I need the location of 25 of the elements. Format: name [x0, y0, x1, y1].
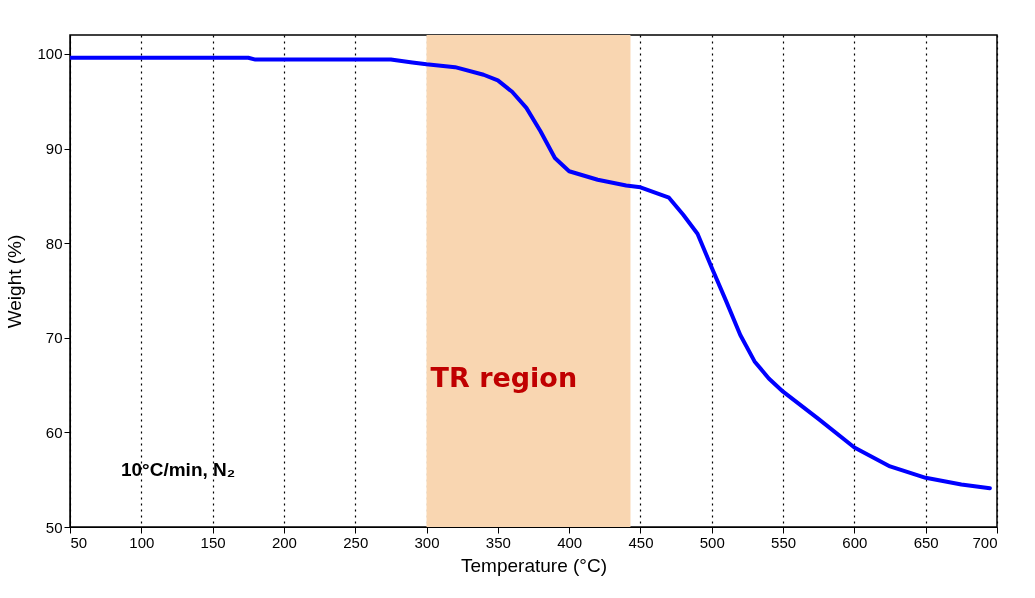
- x-tick-label: 650: [913, 533, 939, 551]
- x-tick-label: 100: [129, 533, 155, 551]
- x-tick-label: 500: [699, 533, 725, 551]
- y-axis-title: Weight (%): [4, 234, 26, 329]
- x-tick-label: 700: [972, 533, 998, 551]
- x-tick-label: 200: [271, 533, 297, 551]
- line-series: [70, 55, 992, 491]
- x-tick-label: 450: [628, 533, 654, 551]
- annotation: 10°C/min, N₂: [120, 459, 236, 481]
- y-tick-label: 80: [45, 234, 63, 252]
- x-tick-label: 50: [70, 533, 88, 551]
- x-tick-label: 600: [842, 533, 868, 551]
- y-tick-label: 50: [45, 518, 63, 536]
- x-tick-label: 550: [771, 533, 797, 551]
- band-label: TR region: [430, 362, 578, 394]
- x-tick-label: 350: [485, 533, 511, 551]
- x-tick-label: 150: [200, 533, 226, 551]
- x-axis-title: Temperature (°C): [461, 554, 607, 576]
- x-tick-label: 250: [343, 533, 369, 551]
- y-tick-label: 100: [37, 45, 63, 63]
- y-tick-label: 90: [45, 140, 63, 158]
- x-tick-label: 300: [414, 533, 440, 551]
- y-tick-label: 60: [45, 423, 63, 441]
- y-tick-label: 70: [45, 329, 63, 347]
- x-tick-label: 400: [557, 533, 583, 551]
